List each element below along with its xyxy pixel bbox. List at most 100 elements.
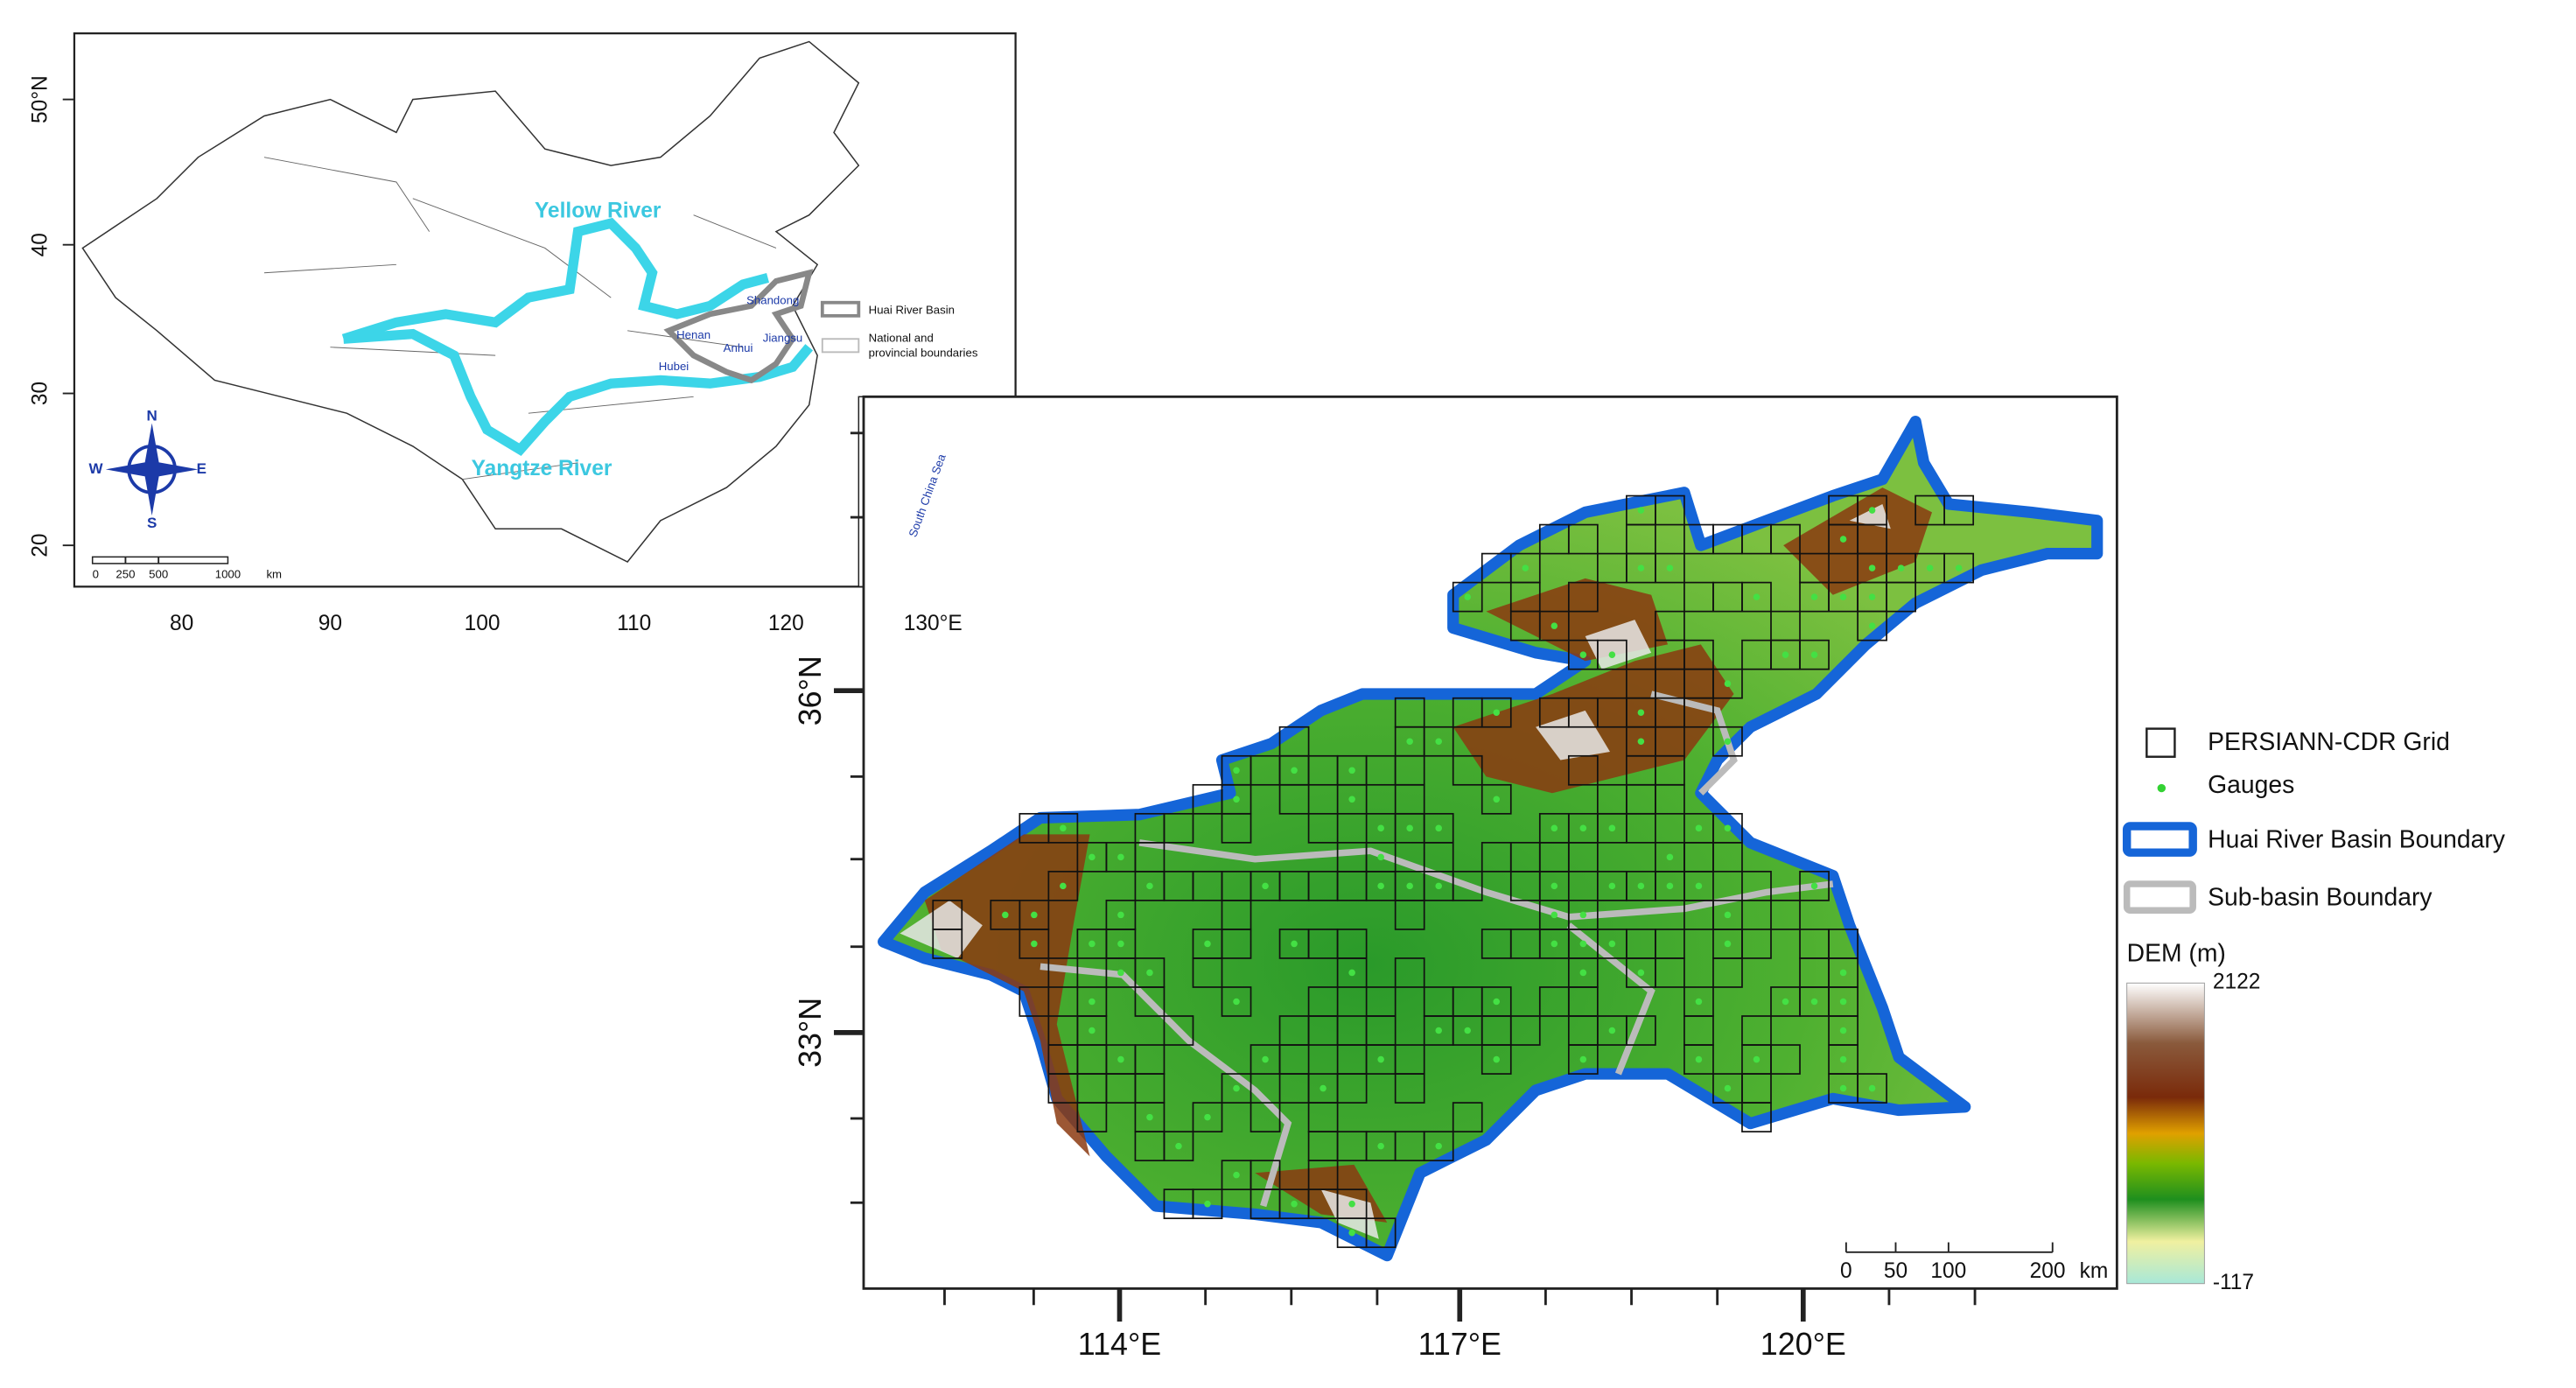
grid-cell	[1567, 841, 1599, 873]
legend-gauge-swatch	[2157, 783, 2166, 793]
gauge	[1406, 824, 1413, 832]
grid-cell	[1712, 726, 1743, 757]
gauge	[1868, 593, 1876, 600]
gauge	[1377, 882, 1384, 890]
grid-cell	[1509, 1015, 1541, 1046]
gauge	[1493, 796, 1501, 803]
grid-cell	[1655, 783, 1685, 815]
gauge	[1550, 824, 1558, 832]
dem-color-bar	[2126, 982, 2205, 1285]
gauge	[1291, 767, 1298, 775]
inset-y-tick-label: 20	[29, 534, 52, 557]
gauge	[1579, 824, 1587, 832]
gauge	[1435, 1142, 1442, 1150]
gauge	[1810, 651, 1818, 658]
grid-cell	[1394, 1073, 1425, 1104]
gauge	[1579, 651, 1587, 658]
gauge	[1782, 998, 1789, 1006]
gauge	[1897, 564, 1905, 571]
inset-scale-label: 1000	[215, 568, 241, 581]
compass-label: S	[147, 515, 157, 531]
gauge	[1262, 882, 1269, 890]
grid-cell	[1626, 1015, 1656, 1046]
gauge	[1637, 969, 1645, 977]
gauge	[1348, 796, 1355, 803]
dem-title: DEM (m)	[2127, 939, 2226, 967]
main-x-tick-label: 114°E	[1078, 1327, 1161, 1362]
gauge	[1550, 882, 1558, 890]
gauge	[1637, 564, 1645, 571]
gauge	[1377, 824, 1384, 832]
gauge	[1810, 998, 1818, 1006]
grid-cell	[1538, 610, 1570, 641]
gauge	[1117, 940, 1124, 948]
huai-basin-inset	[663, 269, 814, 384]
gauge	[1724, 911, 1732, 919]
compass-label: N	[146, 407, 157, 424]
gauge	[1810, 882, 1818, 890]
gauge	[1839, 1027, 1847, 1034]
compass-label: W	[88, 460, 102, 477]
grid-cell	[1567, 581, 1599, 613]
grid-cell	[1452, 754, 1483, 786]
province-label: Jiangsu	[763, 332, 803, 345]
inset-scale-label: km	[266, 568, 282, 581]
grid-cell	[1192, 957, 1223, 988]
gauge	[1493, 998, 1501, 1006]
gauge	[1695, 998, 1703, 1006]
gauge	[1117, 1055, 1124, 1063]
grid-cell	[1943, 494, 1975, 526]
gauge	[1550, 940, 1558, 948]
gauge	[1608, 1027, 1616, 1034]
grid-cell	[1741, 929, 1772, 959]
gauge	[1637, 738, 1645, 746]
grid-cell	[1684, 697, 1714, 728]
grid-cell	[1857, 610, 1887, 641]
river-label: Yellow River	[535, 199, 662, 222]
gauge	[1550, 622, 1558, 629]
gauge	[1117, 911, 1124, 919]
grid-cell	[1452, 581, 1483, 613]
grid-cell	[1047, 812, 1079, 844]
gauge	[1146, 882, 1153, 890]
grid-cell	[1567, 1044, 1599, 1075]
gauge	[1839, 1084, 1847, 1092]
gauge	[1204, 940, 1211, 948]
gauge	[1435, 738, 1442, 746]
gauge	[1031, 940, 1038, 948]
grid-cell	[1480, 697, 1512, 728]
legend-label: Sub-basin Boundary	[2208, 882, 2432, 910]
gauge	[1377, 853, 1384, 861]
sub-basin-boundaries	[1040, 690, 1834, 1208]
gauge	[1435, 882, 1442, 890]
province-label: Anhui	[724, 341, 753, 354]
gauge	[1348, 969, 1355, 977]
grid-cell	[1770, 523, 1801, 555]
gauge	[1146, 969, 1153, 977]
gauge	[1666, 564, 1674, 571]
main-ticks	[834, 431, 1977, 1322]
grid-cell	[1770, 1044, 1801, 1075]
gauge	[1724, 1084, 1732, 1092]
gauge	[1233, 1084, 1240, 1092]
labels: 50°N 40 30 20 80 90 100 110 120 130°E Yellow River…	[29, 75, 2506, 1362]
grid-cell	[1221, 929, 1252, 959]
yellow-river	[341, 217, 769, 344]
dem-max: 2122	[2213, 971, 2261, 994]
gauge	[1579, 969, 1587, 977]
main-scale-label: 100	[1930, 1259, 1966, 1283]
grid-cell	[1857, 1073, 1887, 1104]
grid-cell	[1365, 1217, 1396, 1249]
gauge	[1377, 1055, 1384, 1063]
grid-cell	[1452, 871, 1483, 901]
inset-x-tick-label: 100	[465, 612, 500, 635]
province-label: Shandong	[746, 293, 799, 306]
inset-x-tick-label: 110	[617, 612, 651, 635]
grid-cell	[1221, 986, 1252, 1017]
gauge	[1868, 507, 1876, 514]
persiann-grid	[932, 494, 1975, 1249]
gauge	[1724, 738, 1732, 746]
gauge	[1724, 940, 1732, 948]
grid-cell	[1480, 783, 1512, 815]
grid-cell	[1770, 900, 1801, 930]
